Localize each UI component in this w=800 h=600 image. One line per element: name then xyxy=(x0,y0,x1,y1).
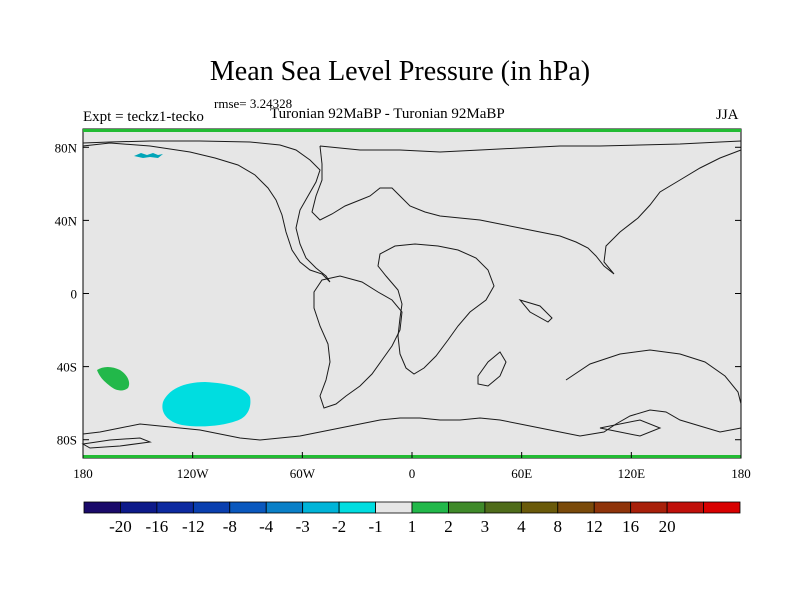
coastline-australia-antarctica xyxy=(82,349,742,441)
colorbar-swatch xyxy=(338,501,376,514)
chart-title: Mean Sea Level Pressure (in hPa) xyxy=(209,56,591,87)
coastline-india-madagascar xyxy=(477,299,553,387)
y-axis: 80N 40N 0 40S 80S xyxy=(55,140,741,448)
colorbar-swatch xyxy=(265,501,304,514)
coastline-south-america xyxy=(313,275,403,409)
colorbar-swatch xyxy=(666,501,704,514)
rmse-label: rmse= 3.24328 xyxy=(214,96,293,111)
colorbar-swatch xyxy=(484,501,522,514)
x-axis: 180 120W 60W 0 60E 120E 180 xyxy=(73,452,751,481)
coastline-southern-islands xyxy=(81,419,662,449)
y-tick-label: 40N xyxy=(55,213,78,228)
x-tick-label: 120W xyxy=(177,466,210,481)
experiment-label: Expt = teckz1-tecko xyxy=(83,109,204,125)
colorbar-swatch xyxy=(593,501,632,514)
x-tick-label: 60E xyxy=(511,466,532,481)
y-tick-label: 0 xyxy=(71,287,78,302)
colorbar-label: 12 xyxy=(586,517,603,536)
coastlines xyxy=(81,140,742,449)
colorbar-swatch xyxy=(375,501,413,514)
colorbar-label: 3 xyxy=(481,517,490,536)
period-subtitle: Turonian 92MaBP - Turonian 92MaBP xyxy=(270,106,505,122)
colorbar-swatch xyxy=(83,501,121,514)
colorbar-label: -2 xyxy=(332,517,346,536)
colorbar: -20 -16 -12 -8 -4 -3 -2 -1 1 2 3 4 8 12 16 20 xyxy=(83,501,741,536)
colorbar-swatch xyxy=(411,501,449,514)
colorbar-label: -4 xyxy=(259,517,274,536)
colorbar-label: -20 xyxy=(109,517,132,536)
x-tick-label: 0 xyxy=(409,466,416,481)
colorbar-swatch xyxy=(120,501,158,514)
map-top-edge-band xyxy=(83,129,741,132)
colorbar-swatch xyxy=(448,501,486,514)
y-tick-label: 80S xyxy=(57,433,77,448)
colorbar-swatch xyxy=(192,501,231,514)
green-anomaly-southwest xyxy=(97,367,130,391)
colorbar-swatch xyxy=(156,501,194,514)
colorbar-label: -12 xyxy=(182,517,205,536)
colorbar-swatch xyxy=(557,501,595,514)
colorbar-label: -1 xyxy=(368,517,382,536)
colorbar-swatch xyxy=(229,501,267,514)
colorbar-swatch xyxy=(302,501,340,514)
x-tick-label: 180 xyxy=(731,466,751,481)
x-tick-label: 60W xyxy=(290,466,316,481)
y-tick-label: 40S xyxy=(57,360,77,375)
colorbar-label: 1 xyxy=(408,517,417,536)
season-label: JJA xyxy=(716,107,739,123)
x-tick-label: 120E xyxy=(618,466,646,481)
colorbar-label: 4 xyxy=(517,517,526,536)
colorbar-label: -3 xyxy=(296,517,310,536)
y-tick-label: 80N xyxy=(55,140,78,155)
x-tick-label: 180 xyxy=(73,466,93,481)
coastline-europe-asia xyxy=(311,140,742,275)
colorbar-label: 16 xyxy=(622,517,639,536)
colorbar-label: 20 xyxy=(659,517,676,536)
colorbar-label: 8 xyxy=(554,517,563,536)
colorbar-label: -8 xyxy=(223,517,237,536)
colorbar-label: 2 xyxy=(444,517,453,536)
cyan-anomaly-south-pacific xyxy=(162,382,251,427)
colorbar-label: -16 xyxy=(146,517,169,536)
colorbar-swatch xyxy=(520,501,559,514)
coastline-north-america xyxy=(82,140,331,283)
small-anomaly-arctic xyxy=(134,153,163,158)
colorbar-swatch xyxy=(703,501,741,514)
coastline-africa xyxy=(377,243,495,375)
colorbar-swatch xyxy=(630,501,668,514)
